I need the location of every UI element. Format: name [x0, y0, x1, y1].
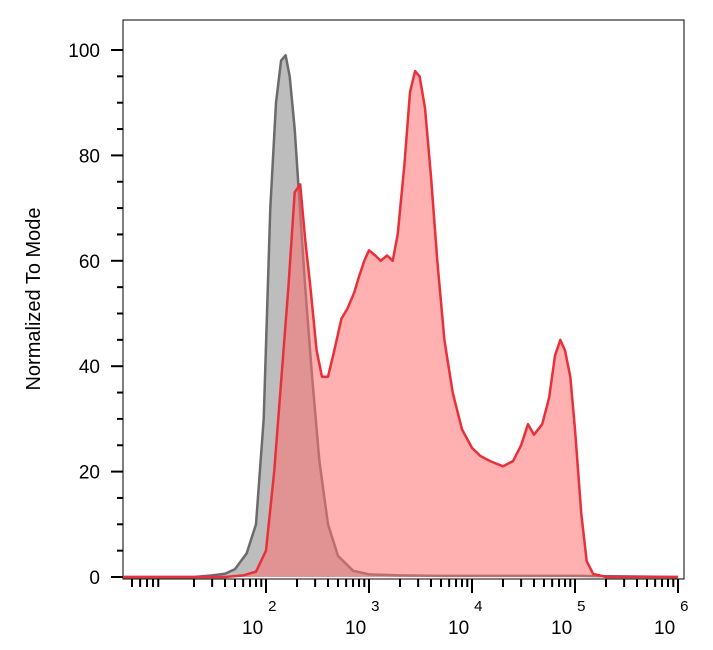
y-axis-label: Normalized To Mode — [23, 207, 45, 390]
y-tick-label: 80 — [79, 146, 100, 167]
y-tick-label: 100 — [68, 41, 100, 62]
x-tick-label: 105 — [551, 598, 585, 639]
series-2-line — [123, 69, 678, 579]
x-tick-label: 104 — [448, 598, 482, 639]
axis-layer: 0 20 40 60 80 100 102 103 104 105 106 — [68, 41, 688, 639]
y-tick-label: 60 — [79, 252, 100, 273]
y-tick-label: 20 — [79, 463, 100, 484]
series-layer — [123, 54, 679, 579]
x-tick-label: 106 — [654, 598, 688, 639]
x-tick-label: 103 — [345, 598, 379, 639]
y-tick-label: 0 — [89, 568, 100, 589]
series-2-area — [123, 71, 678, 577]
y-tick-label: 40 — [79, 357, 100, 378]
x-tick-label: 102 — [242, 598, 276, 639]
